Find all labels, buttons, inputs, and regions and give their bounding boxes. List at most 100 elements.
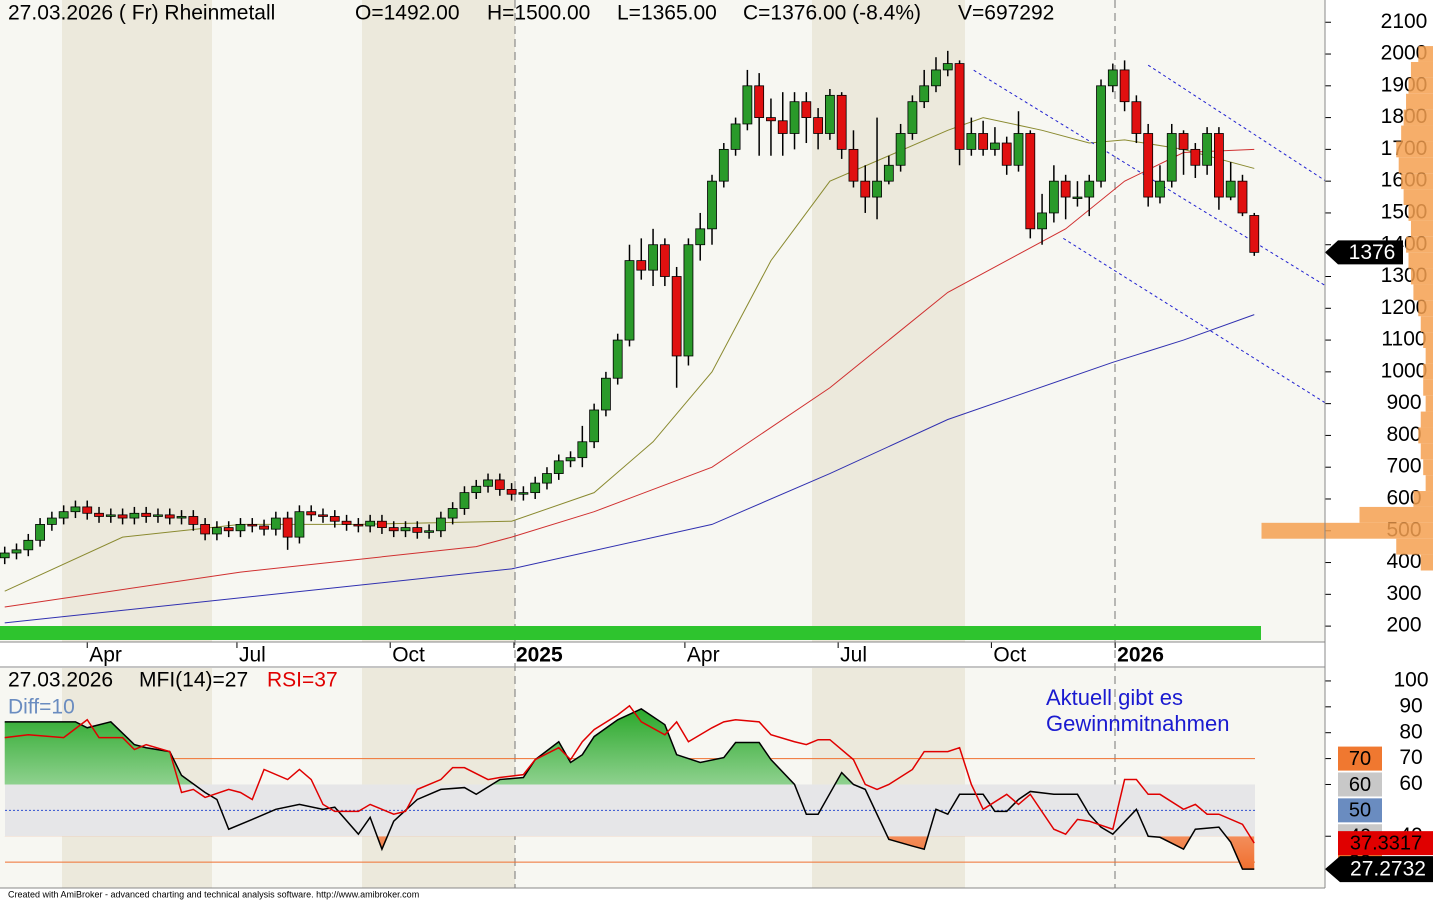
candle-body	[200, 524, 211, 535]
zone-box	[1338, 798, 1382, 823]
candle-body	[659, 244, 670, 277]
chart-title: 27.03.2026 ( Fr) Rheinmetall	[8, 2, 275, 25]
candle-body	[1037, 212, 1047, 230]
volume-profile-bar	[1396, 141, 1433, 158]
candle-body	[1202, 133, 1213, 166]
volume-profile-bar	[1401, 173, 1433, 190]
candle-body	[247, 524, 258, 527]
candle-body	[990, 142, 1000, 150]
y-tick-label: 1200	[1381, 296, 1428, 319]
candle-body	[329, 516, 340, 522]
y-tick-label: 800	[1386, 423, 1421, 446]
quarter-band	[812, 0, 965, 642]
candle-body	[671, 276, 682, 357]
osc-title: 27.03.2026	[8, 669, 113, 692]
candle-body	[82, 506, 93, 514]
volume-profile-bar	[1261, 522, 1433, 539]
volume-profile-bar	[1425, 395, 1433, 412]
candle-body	[1025, 133, 1036, 230]
candle-body	[447, 508, 458, 519]
volume-profile-bar	[1425, 348, 1433, 364]
candle-body	[648, 244, 658, 271]
x-tick-label: Apr	[687, 644, 720, 667]
overbought-fill	[4, 708, 1255, 785]
candle-body	[565, 457, 576, 462]
candle-body	[624, 260, 635, 341]
x-tick-label: 2026	[1117, 644, 1164, 667]
candle-body	[212, 527, 222, 535]
candle-body	[872, 180, 882, 198]
ohlc-info: L=1365.00	[617, 2, 717, 25]
candle-body	[931, 69, 941, 87]
zone-label: 60	[1349, 774, 1371, 796]
volume-profile-bar	[1406, 236, 1433, 253]
candle-body	[766, 117, 776, 122]
candle-body	[282, 517, 293, 538]
quarter-band	[812, 668, 965, 888]
last-value-label: 37.3317	[1350, 832, 1422, 854]
candle-body	[306, 511, 317, 516]
candle-body	[1249, 215, 1260, 253]
volume-profile-bar	[1398, 157, 1433, 174]
legend-entry: MFI(14)=27	[139, 669, 248, 692]
candle-body	[0, 552, 10, 559]
volume-profile-bar	[1418, 300, 1433, 317]
candle-body	[11, 549, 22, 554]
candle-body	[530, 482, 541, 494]
candle-body	[1143, 133, 1154, 198]
y-tick-label: 300	[1386, 582, 1421, 605]
candle-body	[612, 339, 623, 379]
y-tick-label: 900	[1386, 391, 1421, 414]
y-tick-label: 100	[1393, 668, 1428, 691]
y-tick-label: 200	[1386, 614, 1421, 637]
candle-body	[801, 101, 812, 118]
candle-body	[577, 441, 588, 459]
candle-body	[1155, 180, 1165, 198]
candle-body	[553, 460, 564, 474]
candle-body	[1072, 196, 1083, 199]
candle-body	[824, 94, 835, 134]
candle-body	[883, 164, 894, 182]
volume-profile-bar	[1418, 427, 1433, 444]
candle-body	[589, 409, 600, 443]
candle-body	[1107, 69, 1118, 87]
quarter-band	[362, 0, 515, 642]
volume-profile-bar	[1423, 459, 1433, 476]
candle-body	[895, 133, 906, 166]
indicator-line	[4, 708, 1255, 870]
candle-body	[129, 512, 140, 519]
volume-profile-bar	[1396, 538, 1433, 555]
indicator-line	[4, 704, 1255, 844]
candle-body	[695, 228, 706, 246]
candle-body	[377, 520, 387, 528]
candle-body	[412, 527, 423, 533]
candle-body	[1048, 180, 1059, 214]
candle-body	[270, 517, 281, 530]
candle-body	[400, 527, 411, 532]
candle-body	[35, 524, 45, 541]
x-tick-label: Apr	[89, 644, 122, 667]
price-marker-label: 1376	[1349, 241, 1396, 264]
candle-body	[518, 492, 529, 495]
candle-body	[58, 511, 69, 519]
candle-body	[164, 514, 175, 519]
candle-body	[754, 85, 765, 118]
candle-body	[259, 525, 269, 530]
y-tick-label: 600	[1386, 487, 1421, 510]
volume-profile-bar	[1408, 77, 1433, 94]
candle-body	[459, 492, 470, 509]
candle-body	[141, 512, 152, 517]
candle-body	[1166, 133, 1177, 182]
candle-body	[494, 479, 505, 490]
zone-box	[1338, 772, 1382, 797]
volume-profile-bar	[1423, 332, 1433, 349]
volume-profile-bar	[1420, 316, 1433, 333]
candle-body	[223, 527, 234, 532]
candle-body	[23, 539, 34, 551]
candle-body	[919, 85, 930, 103]
ohlc-info: V=697292	[958, 2, 1054, 25]
candle-body	[601, 377, 611, 411]
candle-body	[1013, 133, 1024, 166]
candle-body	[176, 516, 187, 519]
candle-body	[70, 506, 81, 513]
